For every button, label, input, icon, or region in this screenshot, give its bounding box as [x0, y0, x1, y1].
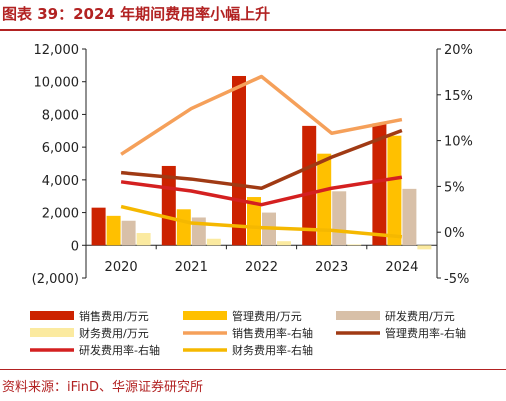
footer-divider — [0, 369, 506, 370]
bar-3 — [402, 188, 417, 246]
legend-swatch — [30, 311, 74, 320]
legend-swatch — [336, 311, 380, 320]
legend-label: 管理费用/万元 — [232, 309, 302, 323]
x-tick-label: 2023 — [315, 260, 348, 275]
title-divider — [0, 29, 506, 31]
legend-label: 销售费用/万元 — [79, 309, 149, 323]
bar-1 — [302, 125, 317, 246]
left-tick-label: 4,000 — [42, 174, 79, 189]
legend-label: 销售费用率-右轴 — [232, 326, 313, 340]
chart-title: 图表 39：2024 年期间费用率小幅上升 — [2, 5, 271, 23]
left-tick-label: 8,000 — [42, 108, 79, 123]
bar-1 — [232, 75, 246, 246]
bar-4 — [417, 245, 432, 250]
bar-2 — [176, 209, 191, 246]
right-tick-label: 0% — [444, 226, 465, 241]
left-tick-label: 6,000 — [42, 141, 79, 156]
bar-4 — [347, 244, 362, 246]
bar-1 — [161, 165, 176, 246]
bar-2 — [317, 153, 332, 246]
legend-label: 财务费用率-右轴 — [232, 343, 313, 357]
bar-2 — [387, 135, 402, 246]
x-tick-label: 2024 — [385, 260, 418, 275]
right-tick-label: 15% — [444, 89, 473, 104]
bar-3 — [332, 191, 347, 246]
line-series-2 — [120, 128, 403, 190]
right-tick-label: 20% — [444, 43, 473, 58]
legend-label: 管理费用率-右轴 — [385, 326, 466, 340]
bar-2 — [247, 197, 261, 246]
left-tick-label: (2,000) — [32, 272, 79, 287]
line-series-1 — [120, 74, 403, 156]
bar-1 — [372, 123, 387, 246]
x-tick-label: 2021 — [175, 260, 208, 275]
bar-1 — [91, 207, 106, 246]
x-tick-label: 2022 — [245, 260, 278, 275]
legend-label: 财务费用/万元 — [79, 326, 149, 340]
source-note: 资料来源：iFinD、华源证券研究所 — [2, 380, 204, 395]
left-tick-label: 0 — [71, 239, 79, 254]
left-tick-label: 10,000 — [34, 76, 80, 91]
chart-area: (2,000) 0 2,000 4,000 6,000 8,000 10,000 12,000… — [30, 43, 473, 357]
legend-swatch — [183, 311, 227, 320]
legend-label: 研发费用/万元 — [385, 309, 455, 323]
left-tick-label: 12,000 — [34, 43, 80, 58]
bar-2 — [106, 215, 121, 246]
x-tick-label: 2020 — [105, 260, 138, 275]
bar-4 — [206, 238, 221, 246]
right-tick-label: 5% — [444, 180, 465, 195]
line-series-3 — [120, 175, 403, 207]
right-tick-label: 10% — [444, 135, 473, 150]
bar-4 — [277, 241, 291, 246]
legend-label: 研发费用率-右轴 — [79, 343, 160, 357]
bar-3 — [121, 220, 136, 246]
bar-4 — [136, 233, 151, 246]
right-tick-label: -5% — [444, 272, 469, 287]
legend-swatch — [30, 328, 74, 337]
left-tick-label: 2,000 — [42, 207, 79, 222]
line-series-4 — [120, 204, 403, 239]
